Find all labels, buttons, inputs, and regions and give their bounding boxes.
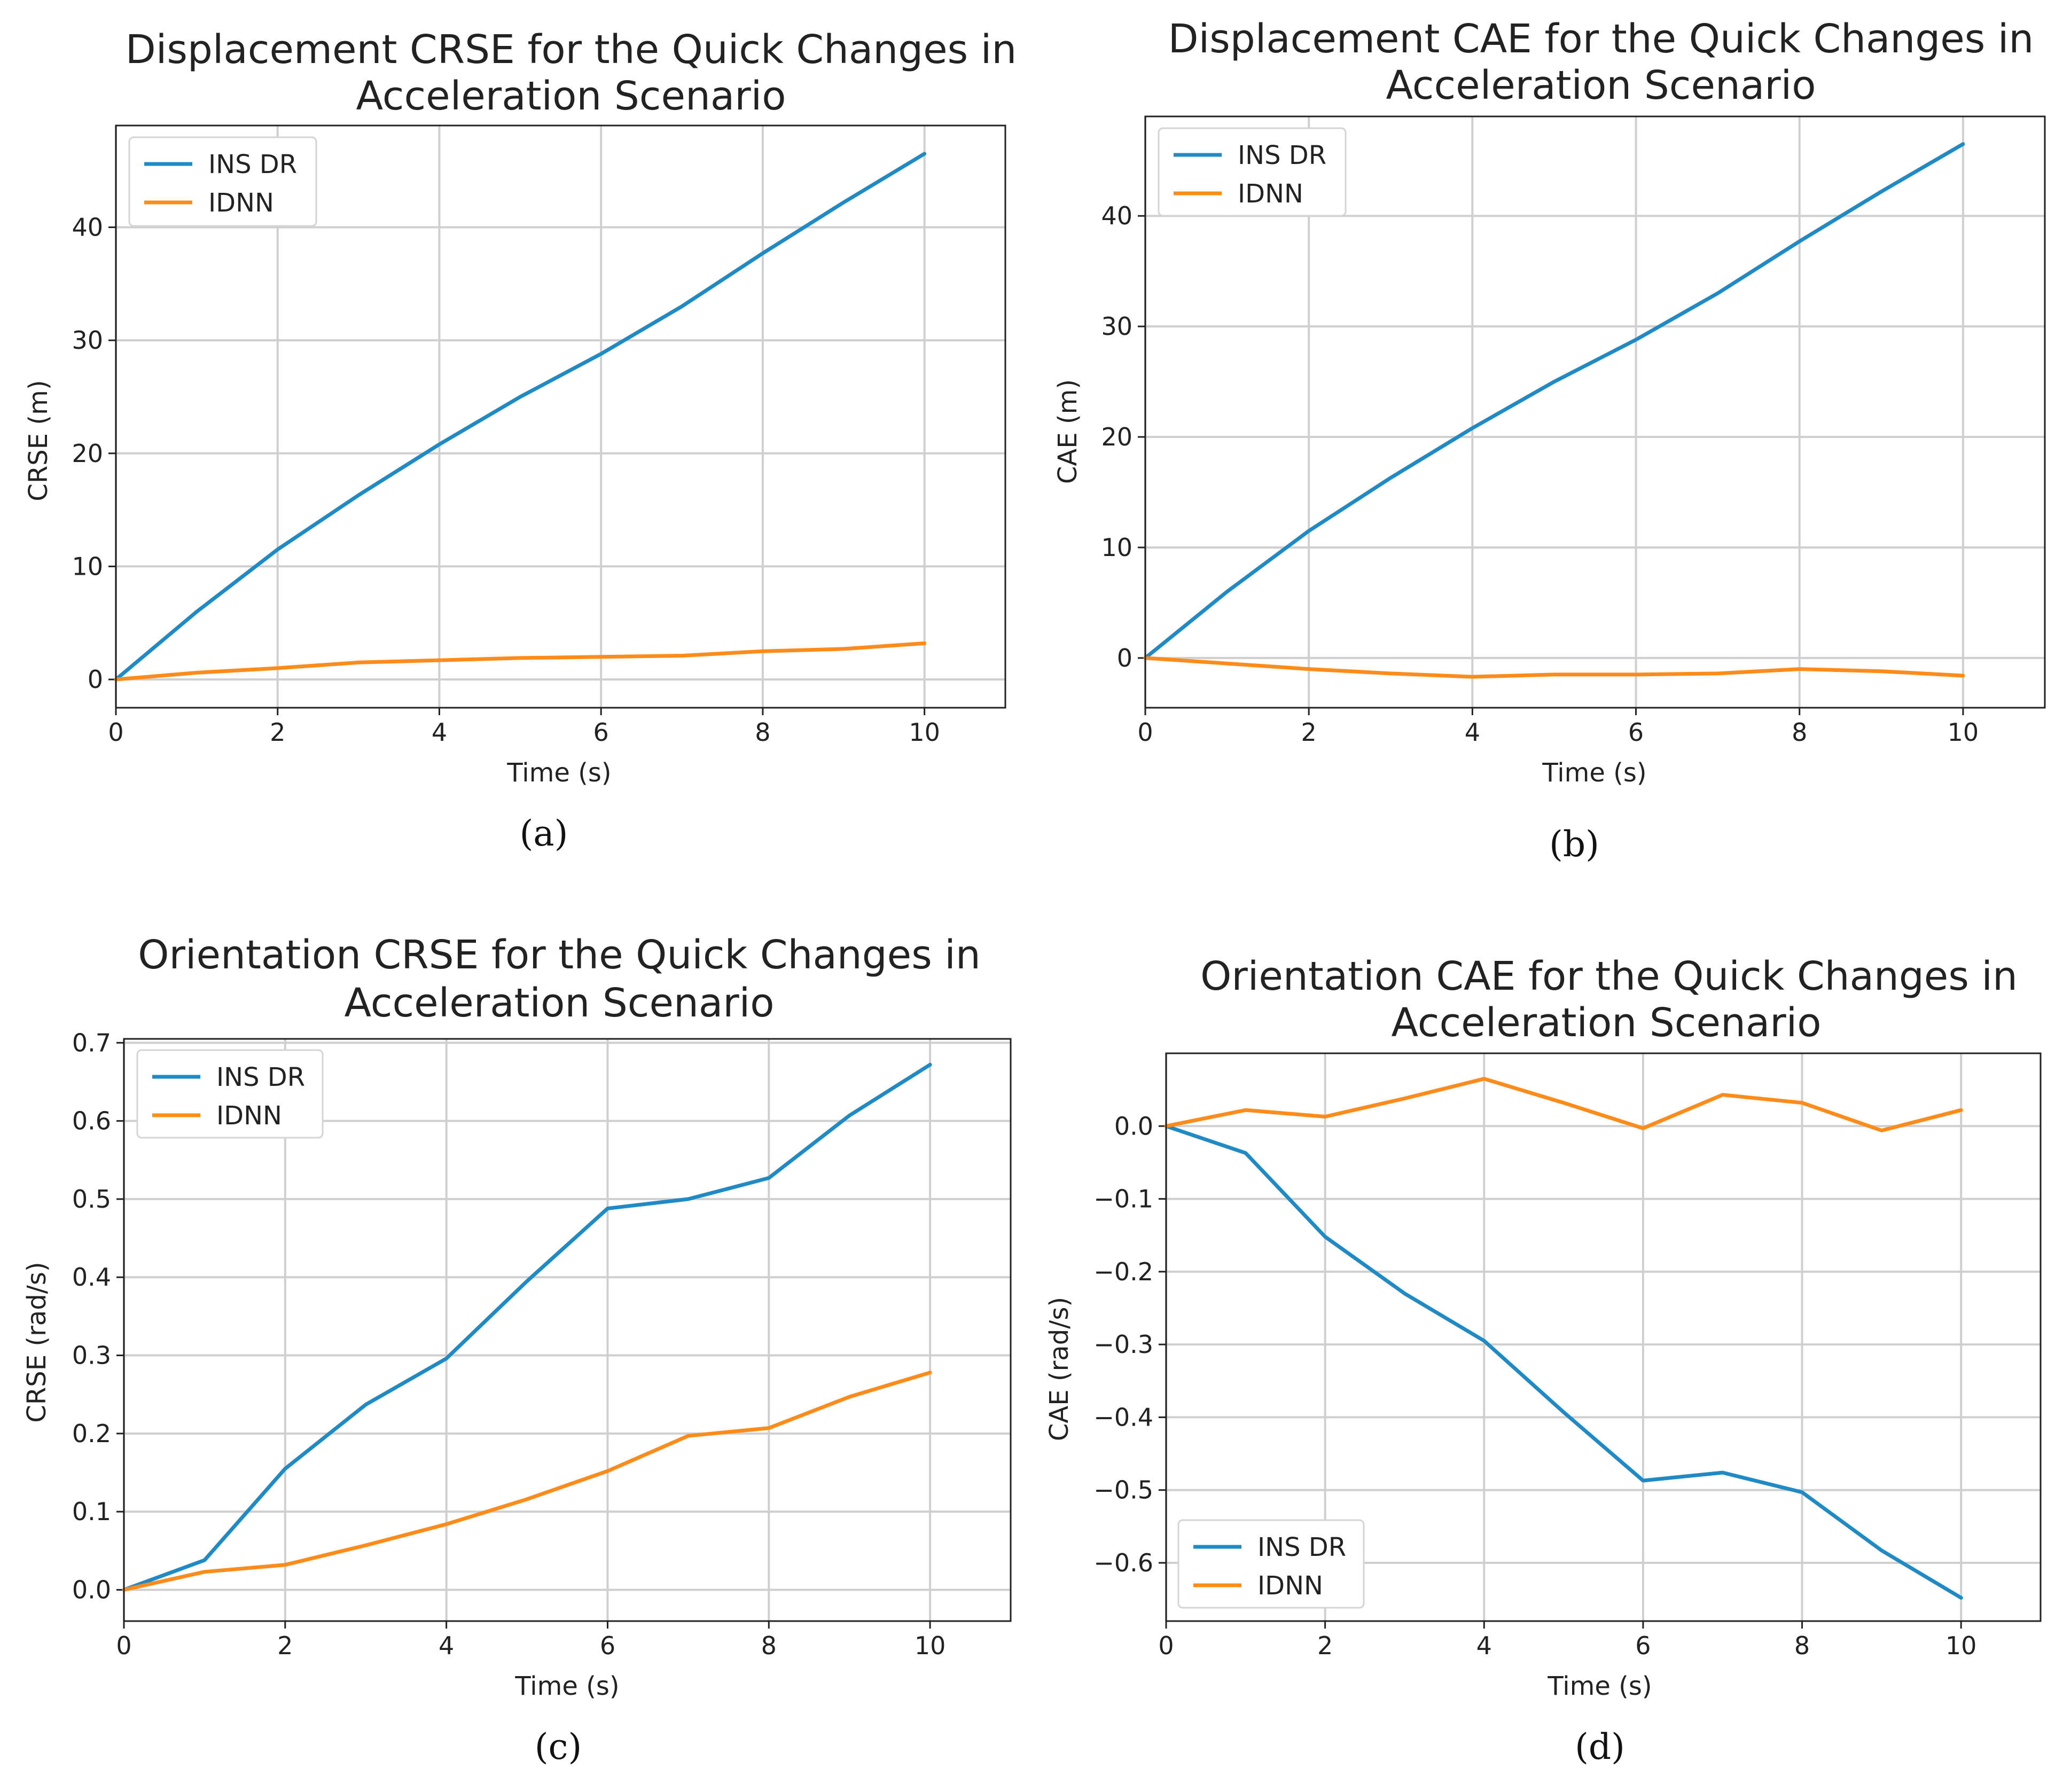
panel-d-caption: (d) [1575,1726,1625,1767]
panel-a-ytick-label-1: 10 [72,552,103,581]
panel-c-series-idnn-line [122,1371,932,1592]
panel-b-ytick-label-1: 10 [1101,533,1132,562]
panel-a-series-idnn-line [114,641,927,682]
panel-b-ytick-label-2: 20 [1101,422,1132,451]
panel-c-xtick-label-4: 4 [439,1631,454,1660]
panel-c-ytick-label-7: 0.7 [72,1028,111,1057]
panel-c-ytick-label-4: 0.4 [72,1263,111,1292]
panel-c-xlabel: Time (s) [514,1671,619,1701]
panel-d-xtick-label-2: 2 [1317,1631,1333,1660]
panel-c-xtick-label-2: 2 [277,1631,293,1660]
panel-a-legend-label-idnn: IDNN [208,188,274,218]
panel-b-axes-frame [1144,115,2046,709]
panel-b-xtick-label-0: 0 [1137,718,1153,747]
panel-c: Orientation CRSE for the Quick Changes i… [22,932,1012,1767]
panel-c-title-line-1: Orientation CRSE for the Quick Changes i… [138,932,981,978]
panel-d-xtick-label-10: 10 [1945,1631,1977,1660]
panel-a-series-ins-dr-line [114,152,927,682]
panel-a-ytick-label-0: 0 [88,665,103,694]
panel-b-title-line-2: Acceleration Scenario [1386,62,1816,108]
panel-b-legend-label-ins-dr: INS DR [1238,140,1326,170]
panel-d-title-line-1: Orientation CAE for the Quick Changes in [1200,953,2018,999]
panel-a-xtick-label-8: 8 [755,718,770,747]
panel-d-xtick-label-8: 8 [1794,1631,1810,1660]
panel-d-ytick-label-1: −0.1 [1093,1185,1153,1214]
panel-a-ylabel: CRSE (m) [24,380,53,501]
panel-b: Displacement CAE for the Quick Changes i… [1053,16,2046,865]
panel-b-xtick-label-4: 4 [1465,718,1480,747]
panel-c-series-ins-dr-line [122,1062,932,1592]
panel-b-xlabel: Time (s) [1542,758,1646,788]
panel-d-series-idnn-line [1164,1077,1963,1132]
panel-d-legend-label-idnn: IDNN [1257,1571,1323,1601]
panel-b-xtick-label-6: 6 [1628,718,1644,747]
panel-a-ytick-label-4: 40 [72,213,103,241]
panel-b-legend-label-idnn: IDNN [1238,179,1303,209]
panel-c-ytick-label-5: 0.5 [72,1185,111,1214]
panel-d-ytick-label-3: −0.3 [1093,1330,1153,1359]
panel-a-xtick-label-0: 0 [108,718,123,747]
panel-a-xtick-label-2: 2 [270,718,285,747]
panel-a-xtick-label-6: 6 [593,718,609,747]
panel-c-title-line-2: Acceleration Scenario [344,980,774,1026]
panel-c-ytick-label-0: 0.0 [72,1575,111,1604]
panel-a-title-line-2: Acceleration Scenario [356,73,786,119]
panel-a: Displacement CRSE for the Quick Changes … [24,27,1017,854]
panel-c-ytick-label-1: 0.1 [72,1497,111,1526]
panel-a-legend-label-ins-dr: INS DR [208,150,297,179]
panel-b-series-idnn-line [1143,656,1965,679]
panel-d: Orientation CAE for the Quick Changes in… [1044,953,2042,1767]
panel-d-ylabel: CAE (rad/s) [1044,1297,1074,1441]
panel-c-legend-label-idnn: IDNN [216,1101,282,1131]
panel-b-ytick-label-0: 0 [1117,644,1132,672]
panel-a-ytick-label-3: 30 [72,326,103,355]
panel-c-ytick-label-3: 0.3 [72,1341,111,1370]
panel-b-xtick-label-2: 2 [1301,718,1317,747]
panel-c-xtick-label-8: 8 [761,1631,777,1660]
panel-d-xtick-label-6: 6 [1635,1631,1651,1660]
panel-c-xtick-label-0: 0 [116,1631,131,1660]
panel-b-ytick-label-4: 40 [1101,201,1132,230]
panel-b-series-ins-dr-line [1143,142,1965,660]
panel-b-ylabel: CAE (m) [1053,379,1083,484]
panel-a-xtick-label-10: 10 [909,718,940,747]
panel-d-title-line-2: Acceleration Scenario [1391,1000,1821,1046]
panel-c-xtick-label-6: 6 [600,1631,615,1660]
panel-a-axes-frame [115,124,1006,709]
panel-b-caption: (b) [1549,824,1599,865]
panel-d-series-ins-dr-line [1164,1124,1963,1600]
panel-a-ytick-label-2: 20 [72,439,103,468]
panel-a-xlabel: Time (s) [506,758,611,788]
panel-d-ytick-label-6: −0.6 [1093,1548,1153,1577]
panel-d-ytick-label-0: 0.0 [1114,1112,1153,1140]
panel-d-xtick-label-0: 0 [1158,1631,1174,1660]
panel-d-xtick-label-4: 4 [1476,1631,1492,1660]
panel-a-caption: (a) [520,813,568,854]
panel-a-xtick-label-4: 4 [432,718,447,747]
panel-c-legend-label-ins-dr: INS DR [216,1062,305,1092]
panel-b-xtick-label-10: 10 [1948,718,1979,747]
panel-c-axes-frame [123,1038,1012,1622]
panel-d-ytick-label-2: −0.2 [1093,1257,1153,1286]
panel-c-ylabel: CRSE (rad/s) [22,1262,52,1422]
panel-d-ytick-label-5: −0.5 [1093,1476,1153,1505]
panel-d-legend-label-ins-dr: INS DR [1257,1532,1346,1562]
panel-d-axes-frame [1165,1052,2042,1622]
panel-b-xtick-label-8: 8 [1792,718,1807,747]
panel-b-title-line-1: Displacement CAE for the Quick Changes i… [1168,16,2034,62]
panel-d-xlabel: Time (s) [1547,1671,1652,1701]
panel-c-caption: (c) [535,1726,582,1767]
panel-a-title-line-1: Displacement CRSE for the Quick Changes … [126,27,1017,73]
panel-c-xtick-label-10: 10 [915,1631,946,1660]
panel-d-ytick-label-4: −0.4 [1093,1403,1153,1431]
panel-c-ytick-label-2: 0.2 [72,1419,111,1448]
panel-b-ytick-label-3: 30 [1101,312,1132,341]
panel-c-ytick-label-6: 0.6 [72,1107,111,1136]
